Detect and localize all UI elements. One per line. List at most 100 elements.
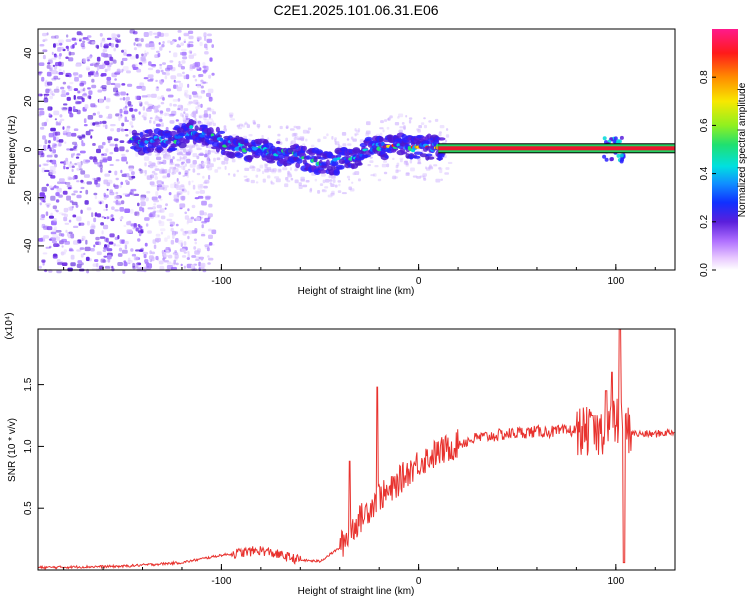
noise-speckle [120, 128, 125, 132]
halo-speckle [272, 168, 277, 172]
noise-speckle [181, 255, 187, 258]
noise-speckle [185, 74, 190, 80]
noise-speckle [196, 36, 202, 41]
ridge-blob [384, 155, 389, 159]
halo-speckle [278, 169, 281, 172]
noise-speckle [49, 169, 54, 175]
noise-speckle [193, 99, 199, 105]
noise-speckle [129, 108, 134, 112]
halo-speckle [236, 169, 239, 173]
noise-speckle [67, 206, 73, 211]
noise-speckle [208, 97, 213, 102]
halo-speckle [379, 132, 383, 137]
noise-speckle [62, 130, 68, 136]
halo-speckle [423, 178, 427, 181]
noise-speckle [159, 63, 163, 66]
noise-speckle [71, 205, 74, 209]
noise-speckle [148, 264, 153, 269]
noise-speckle [87, 87, 91, 90]
noise-speckle [46, 154, 53, 158]
halo-speckle [370, 174, 375, 177]
noise-speckle [46, 118, 49, 123]
noise-speckle [154, 214, 160, 218]
noise-speckle [69, 247, 73, 251]
noise-speckle [79, 168, 83, 171]
noise-speckle [42, 49, 48, 53]
noise-speckle [44, 139, 48, 145]
noise-speckle [87, 59, 91, 62]
noise-speckle [173, 52, 178, 58]
noise-speckle [53, 43, 56, 48]
noise-speckle [70, 233, 75, 239]
noise-speckle [53, 88, 60, 93]
noise-speckle [167, 247, 171, 251]
noise-speckle [53, 144, 57, 149]
noise-speckle [72, 214, 77, 218]
noise-speckle [144, 169, 147, 175]
noise-speckle [103, 179, 109, 185]
noise-speckle [200, 85, 204, 89]
noise-speckle [44, 121, 47, 126]
halo-speckle [181, 114, 184, 118]
noise-speckle [194, 78, 198, 82]
halo-speckle [405, 162, 409, 166]
halo-speckle [298, 185, 303, 189]
noise-speckle [65, 182, 71, 185]
noise-speckle [61, 108, 68, 112]
frequency-axis-label: Frequency (Hz) [7, 116, 18, 185]
halo-speckle [386, 126, 390, 130]
noise-speckle [145, 197, 149, 202]
noise-speckle [173, 194, 180, 200]
noise-speckle [82, 58, 86, 63]
noise-speckle [165, 126, 169, 131]
noise-speckle [158, 42, 161, 45]
noise-speckle [153, 203, 157, 206]
halo-speckle [403, 125, 406, 130]
noise-speckle [73, 152, 76, 156]
noise-speckle [53, 54, 58, 58]
noise-speckle [145, 223, 149, 227]
noise-speckle [206, 247, 210, 252]
noise-speckle [94, 195, 98, 200]
noise-speckle [101, 230, 104, 235]
noise-speckle [129, 121, 133, 126]
noise-speckle [203, 212, 207, 216]
noise-speckle [121, 70, 124, 73]
noise-speckle [87, 115, 94, 120]
noise-speckle [179, 203, 186, 208]
noise-speckle [53, 218, 57, 223]
noise-speckle [85, 189, 89, 195]
halo-speckle [266, 167, 272, 171]
noise-speckle [207, 33, 212, 37]
noise-speckle [99, 164, 103, 169]
halo-speckle [232, 134, 237, 137]
halo-speckle [334, 137, 337, 140]
noise-speckle [40, 214, 46, 218]
noise-speckle [146, 191, 151, 194]
noise-speckle [53, 185, 59, 189]
noise-speckle [67, 85, 71, 89]
ridge-blob [315, 149, 323, 155]
noise-speckle [117, 262, 123, 266]
noise-speckle [110, 82, 116, 85]
noise-speckle [66, 96, 71, 101]
y-tick-label: 1.5 [23, 377, 34, 391]
noise-speckle [209, 97, 214, 101]
noise-speckle [206, 39, 211, 44]
noise-speckle [81, 142, 86, 147]
noise-speckle [38, 93, 41, 97]
halo-speckle [252, 122, 257, 125]
noise-speckle [60, 106, 64, 110]
snr-scale-label: (x10⁴) [4, 312, 15, 339]
spike-blob [610, 157, 614, 161]
halo-speckle [420, 122, 425, 125]
noise-speckle [72, 44, 75, 49]
halo-speckle [438, 167, 443, 170]
noise-speckle [77, 239, 82, 244]
halo-speckle [230, 118, 235, 121]
noise-speckle [185, 117, 191, 121]
noise-speckle [41, 223, 46, 229]
noise-speckle [135, 152, 139, 157]
noise-speckle [116, 33, 121, 37]
noise-speckle [51, 240, 57, 244]
